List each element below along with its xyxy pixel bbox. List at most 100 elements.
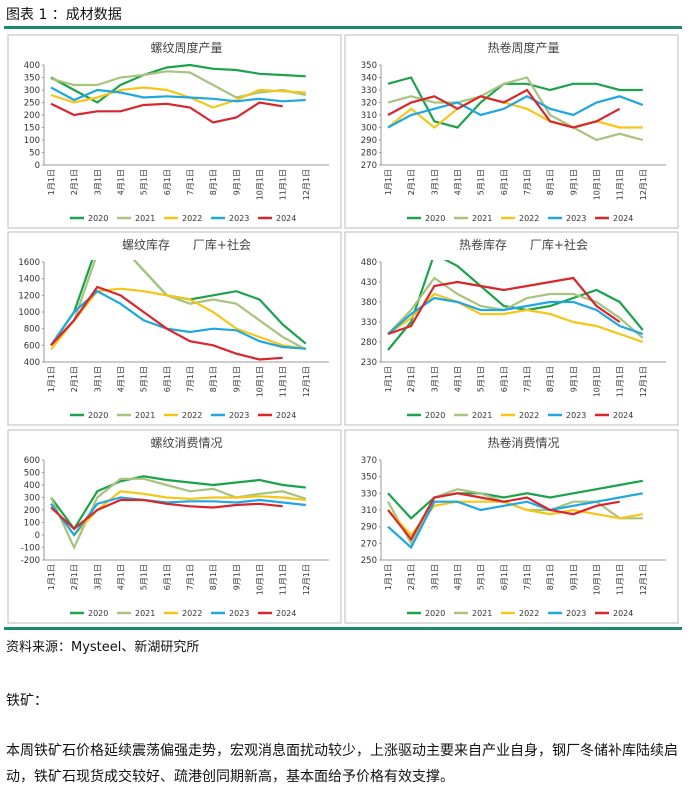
- source: 资料来源：Mysteel、新湖研究所: [6, 640, 200, 655]
- y-tick-label: 500: [24, 469, 40, 479]
- y-tick-label: 310: [361, 111, 377, 121]
- y-tick-label: 300: [24, 494, 40, 504]
- series-line: [50, 285, 283, 361]
- y-tick-label: 150: [24, 124, 40, 134]
- chart-panel: 螺纹消费情况 -200 -100 0 100 200 300 400 500 600 1月1日 2月1…: [7, 429, 342, 624]
- x-tick-label: 4月1日: [116, 169, 125, 195]
- x-tick-label: 9月1日: [569, 564, 578, 590]
- y-tick-label: 1000: [18, 308, 40, 318]
- x-tick-label: 10月1日: [592, 366, 601, 397]
- series-line: [387, 76, 644, 142]
- series-line: [50, 289, 306, 350]
- y-tick-label: 200: [24, 111, 40, 121]
- x-tick-label: 9月1日: [569, 366, 578, 392]
- section-title: 铁矿：: [6, 693, 48, 709]
- legend-label: 2020: [88, 214, 108, 223]
- legend-label: 2020: [425, 609, 445, 618]
- x-tick-label: 2月1日: [70, 564, 79, 590]
- y-tick-label: 400: [24, 481, 40, 491]
- y-tick-label: 370: [361, 456, 377, 466]
- legend-label: 2021: [135, 609, 155, 618]
- legend-label: 2021: [135, 214, 155, 223]
- x-tick-label: 6月1日: [500, 564, 509, 590]
- y-tick-label: 600: [24, 456, 40, 466]
- x-tick-label: 8月1日: [209, 169, 218, 195]
- y-tick-label: 270: [361, 539, 377, 549]
- y-tick-label: 1200: [18, 291, 40, 301]
- legend-label: 2021: [472, 411, 492, 420]
- x-tick-label: 4月1日: [453, 169, 462, 195]
- series-line: [387, 296, 644, 336]
- x-tick-label: 3月1日: [430, 169, 439, 195]
- y-tick-label: 1600: [18, 258, 40, 268]
- top-rule: [4, 26, 682, 29]
- y-tick-label: 230: [361, 358, 377, 368]
- charts: 螺纹周度产量 0 50 100 150 200 250 300 350 400 1月1日 2月1日 3月…: [7, 34, 679, 624]
- series-line: [50, 477, 307, 551]
- y-tick-label: 0: [35, 531, 40, 541]
- legend-label: 2023: [566, 214, 586, 223]
- x-tick-label: 10月1日: [255, 366, 264, 397]
- x-tick-label: 5月1日: [140, 366, 149, 392]
- x-tick-label: 2月1日: [407, 169, 416, 195]
- x-tick-label: 6月1日: [163, 366, 172, 392]
- x-tick-label: 12月1日: [639, 564, 648, 595]
- panel-border: [7, 231, 342, 426]
- legend-label: 2021: [135, 411, 155, 420]
- legend-label: 2023: [566, 609, 586, 618]
- panel-border: [7, 34, 342, 229]
- series-line: [50, 260, 307, 351]
- paragraph: 本周铁矿石价格延续震荡偏强走势，宏观消息面扰动较少，上涨驱动主要来自产业自身，钢…: [6, 743, 678, 785]
- y-tick-label: 320: [361, 99, 377, 109]
- series-line: [50, 70, 307, 99]
- legend-label: 2023: [566, 411, 586, 420]
- legend-label: 2024: [613, 214, 633, 223]
- series-line: [50, 101, 283, 124]
- y-tick-label: 200: [24, 506, 40, 516]
- legend-label: 2020: [88, 411, 108, 420]
- series-line: [50, 86, 306, 103]
- legend-label: 2020: [88, 609, 108, 618]
- x-tick-label: 8月1日: [209, 564, 218, 590]
- legend-label: 2023: [229, 411, 249, 420]
- x-tick-label: 7月1日: [186, 564, 195, 590]
- panel-border: [344, 34, 679, 229]
- series-line: [50, 475, 306, 531]
- bottom-rule: [4, 627, 682, 630]
- x-tick-label: 2月1日: [407, 366, 416, 392]
- x-tick-label: 3月1日: [430, 366, 439, 392]
- y-tick-label: 330: [361, 489, 377, 499]
- series-line: [387, 479, 643, 520]
- x-tick-label: 3月1日: [93, 564, 102, 590]
- y-tick-label: 0: [35, 161, 40, 171]
- y-tick-label: 380: [361, 298, 377, 308]
- y-tick-label: 280: [361, 338, 377, 348]
- series-line: [50, 498, 283, 531]
- x-tick-label: 8月1日: [546, 169, 555, 195]
- legend-label: 2024: [276, 411, 296, 420]
- chart-title: 螺纹消费情况: [150, 436, 222, 450]
- x-tick-label: 6月1日: [163, 169, 172, 195]
- panel-border: [344, 429, 679, 624]
- x-tick-label: 11月1日: [279, 366, 288, 397]
- header-title: 图表 1 ：成材数据: [6, 7, 122, 23]
- legend-label: 2024: [276, 609, 296, 618]
- y-tick-label: 330: [361, 318, 377, 328]
- legend-label: 2022: [182, 609, 202, 618]
- y-tick-label: 400: [24, 358, 40, 368]
- panel-border: [7, 429, 342, 624]
- legend-label: 2021: [472, 609, 492, 618]
- series-line: [387, 292, 644, 344]
- y-tick-label: 600: [24, 341, 40, 351]
- y-tick-label: 100: [24, 519, 40, 529]
- y-tick-label: 1400: [18, 275, 40, 285]
- x-tick-label: 11月1日: [616, 169, 625, 200]
- legend-label: 2022: [182, 411, 202, 420]
- y-tick-label: 350: [361, 61, 377, 71]
- y-tick-label: 350: [24, 74, 40, 84]
- legend-label: 2022: [519, 214, 539, 223]
- x-tick-label: 12月1日: [639, 169, 648, 200]
- x-tick-label: 7月1日: [186, 366, 195, 392]
- x-tick-label: 9月1日: [232, 366, 241, 392]
- legend-label: 2024: [613, 609, 633, 618]
